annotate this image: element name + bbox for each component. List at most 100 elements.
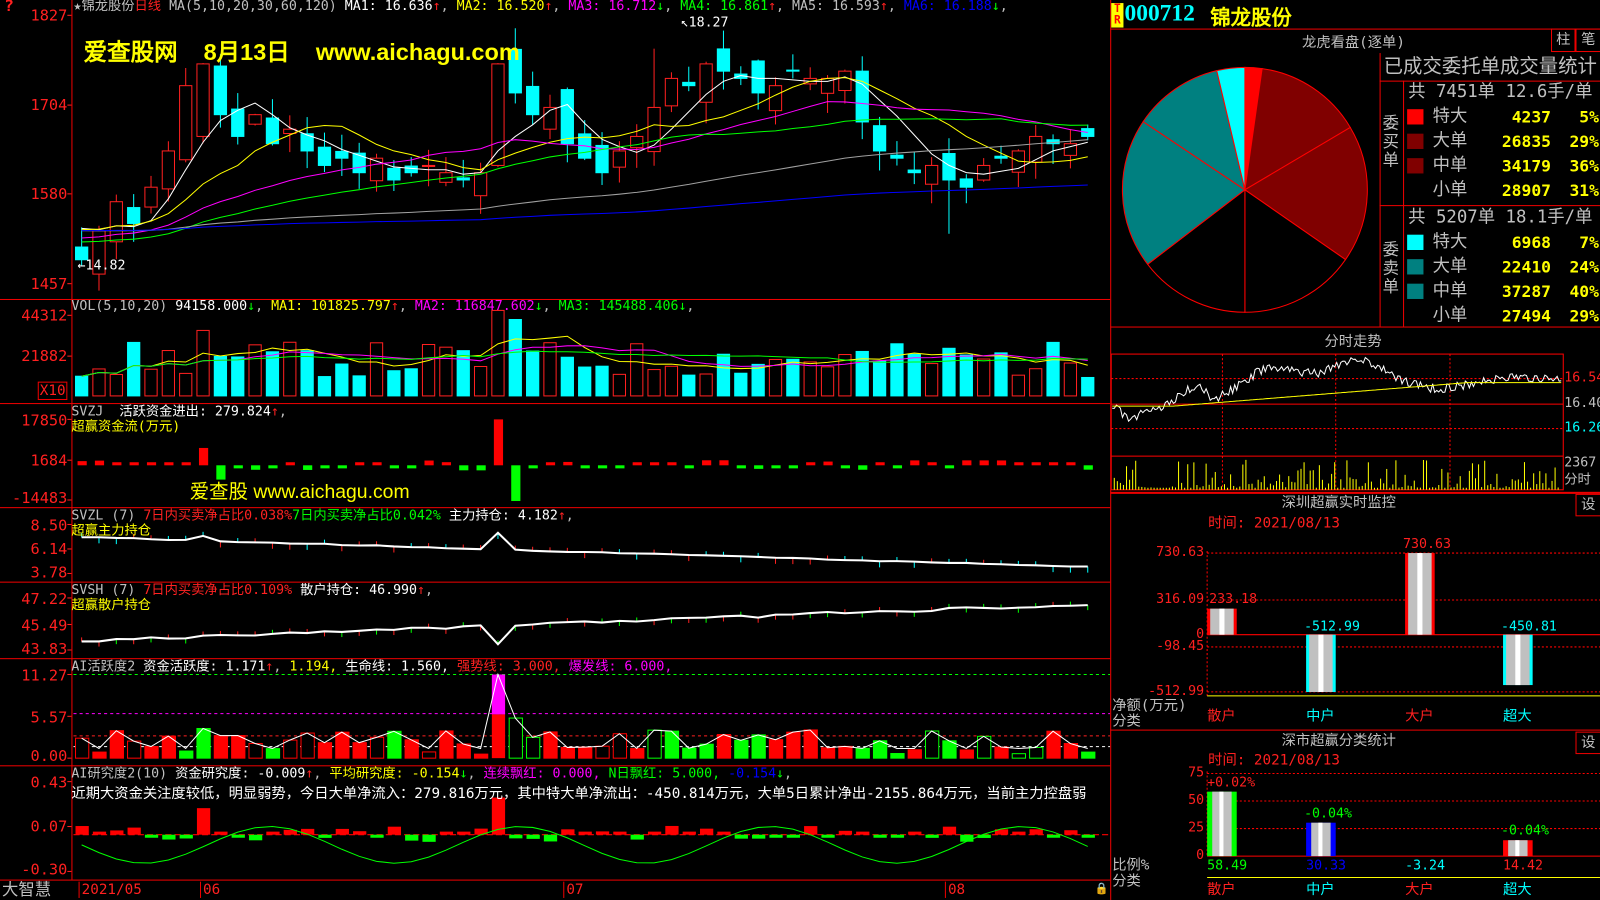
pane-divider[interactable] — [0, 298, 1111, 300]
stock-code[interactable]: 000712 — [1124, 0, 1195, 26]
volume-bar — [317, 376, 332, 397]
vol-label[interactable]: VOL(5,10,20) — [71, 298, 168, 315]
volume-bar — [1081, 376, 1095, 397]
ai-strong-line: 强势线: 3.000, — [456, 659, 561, 675]
research-bar — [1012, 831, 1026, 835]
technical-chart-canvas[interactable] — [0, 0, 1111, 900]
panel-divider[interactable] — [1110, 0, 1112, 900]
order-volume: 34179 — [1501, 156, 1552, 176]
y-tick: 21882 — [21, 346, 68, 366]
pane-divider[interactable] — [0, 658, 1111, 660]
research-bar — [474, 828, 488, 835]
order-volume: 6968 — [1511, 232, 1552, 253]
ma-value: MA5: 16.593 — [792, 0, 880, 15]
classify-category[interactable]: 散户 — [1207, 881, 1236, 898]
volume-bar — [543, 342, 557, 397]
candle — [213, 65, 228, 116]
divider — [1110, 28, 1600, 30]
brand-label[interactable]: 大智慧 — [2, 879, 52, 899]
arrow-up-icon: ↑ — [390, 298, 399, 315]
monitor-bar-highlight — [1417, 553, 1423, 635]
research-bar — [318, 834, 332, 838]
capital-flow-bar — [372, 462, 382, 466]
classify-value-label: 58.49 — [1207, 858, 1248, 874]
help-icon[interactable]: ? — [4, 0, 14, 16]
volume-bar — [959, 354, 973, 397]
volume-bar — [352, 375, 366, 397]
star-icon[interactable]: ★ — [73, 0, 82, 15]
capital-flow-bar — [649, 462, 660, 466]
tick-view-button[interactable]: 笔 — [1575, 28, 1600, 53]
capital-flow-bar — [1031, 462, 1041, 466]
monitor-y-tick: 316.09 — [1156, 591, 1205, 608]
volume-bar — [179, 372, 193, 397]
monitor-category[interactable]: 超大 — [1503, 708, 1532, 725]
pane-divider[interactable] — [0, 507, 1111, 509]
arrow-down-icon: ↓ — [678, 298, 687, 315]
svzl-ratio-green: 7日内买卖净占比0.042% — [292, 508, 441, 524]
classify-settings-button[interactable]: 设 — [1575, 731, 1600, 755]
volume-bar — [734, 372, 748, 397]
divider — [1403, 80, 1405, 327]
divider — [1379, 205, 1600, 207]
ai-research-value: 资金研究度: -0.009 — [175, 766, 306, 782]
ma-indicator-label[interactable]: MA(5,10,20,30,60,120) — [169, 0, 337, 15]
classify-change-label: +0.02% — [1207, 775, 1256, 791]
monitor-category[interactable]: 散户 — [1207, 708, 1236, 725]
capital-flow-bar — [129, 462, 139, 466]
dragon-tiger-title: 龙虎看盘(逐单) — [1302, 34, 1405, 52]
svzj-label[interactable]: SVZJ — [71, 404, 104, 420]
research-bar — [960, 834, 974, 842]
pane-divider[interactable] — [0, 765, 1111, 767]
monitor-y-tick: 730.63 — [1156, 544, 1205, 561]
volume-bar — [699, 373, 713, 397]
capital-flow-bar — [736, 465, 746, 469]
capital-flow-bar — [1014, 462, 1024, 466]
vol-unit-badge[interactable]: X10 — [37, 381, 68, 400]
svsh-label[interactable]: SVSH (7) — [71, 582, 136, 598]
research-bar — [422, 834, 436, 842]
lock-icon[interactable]: 🔒 — [1094, 881, 1109, 895]
classify-y-tick: 0 — [1196, 847, 1205, 864]
monitor-category[interactable]: 中户 — [1306, 708, 1335, 725]
capital-flow-bar — [702, 460, 712, 466]
buy-summary: 共 7451单 12.6手/单 — [1408, 81, 1593, 103]
low-price-marker: ←14.82 — [77, 258, 126, 274]
pane-divider[interactable] — [0, 581, 1111, 583]
monitor-settings-button[interactable]: 设 — [1575, 493, 1600, 517]
pane-divider[interactable] — [0, 403, 1111, 405]
date-tick: 08 — [944, 881, 965, 898]
activity-bar — [473, 753, 489, 759]
y-tick: 11.27 — [21, 666, 68, 685]
activity-bar — [1081, 751, 1096, 759]
classify-category[interactable]: 超大 — [1503, 881, 1532, 898]
ai-research-label[interactable]: AI研究度2(10) — [71, 766, 168, 782]
y-tick: 1457 — [30, 274, 68, 293]
volume-ma-line — [81, 335, 1088, 377]
ai-activity-label[interactable]: AI活跃度2 — [71, 659, 136, 675]
svzl-label[interactable]: SVZL (7) — [71, 508, 136, 524]
arrow-down-icon: ↓ — [991, 0, 1000, 15]
vol-value: 94158.000 — [175, 298, 248, 315]
period-label[interactable]: 日线 — [134, 0, 162, 15]
classify-value-label: 30.33 — [1306, 858, 1347, 874]
volume-bar — [612, 373, 627, 397]
research-bar — [457, 831, 471, 835]
classify-bar-highlight — [1515, 840, 1520, 857]
y-tick: 0.00 — [30, 746, 68, 766]
ai-research-pane-header: AI研究度2(10) 资金研究度: -0.009↑, 平均研究度: -0.154… — [71, 766, 793, 782]
volume-bar — [300, 350, 314, 397]
monitor-title: 深圳超赢实时监控 — [1281, 494, 1396, 512]
volume-bar — [439, 346, 453, 397]
arrow-up-icon: ↑ — [305, 766, 314, 782]
capital-flow-bar — [94, 460, 105, 466]
capital-flow-bar — [771, 465, 781, 469]
monitor-category[interactable]: 大户 — [1405, 708, 1434, 725]
intraday-y-tick: 16.54 — [1564, 370, 1600, 386]
research-bar — [578, 831, 592, 835]
bar-view-button[interactable]: 柱 — [1551, 28, 1576, 53]
capital-flow-bar — [667, 462, 677, 466]
classify-category[interactable]: 中户 — [1306, 881, 1335, 898]
classify-category[interactable]: 大户 — [1405, 881, 1434, 898]
date-tick: 2021/05 — [78, 881, 142, 898]
